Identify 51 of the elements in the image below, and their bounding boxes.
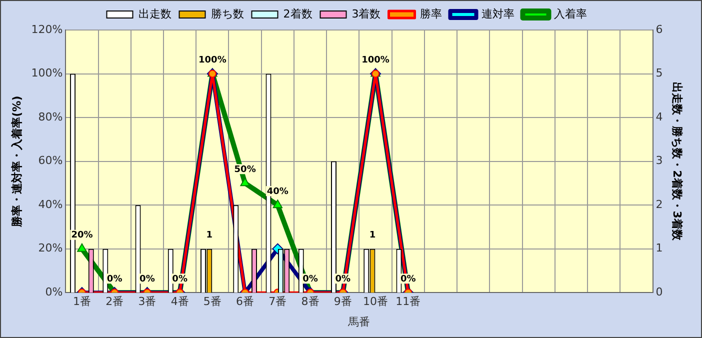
x-tick-label: 8番 [301,295,320,308]
point [77,243,87,252]
y2-tick-label: 3 [656,154,663,168]
y-tick-label: 20% [38,242,63,255]
legend-label: 出走数 [138,7,172,20]
y2-tick-label: 0 [656,285,663,298]
legend-label: 勝ち数 [210,7,244,20]
x-tick-label: 9番 [334,295,352,308]
y-tick-label: 60% [38,154,63,168]
legend-label: 3着数 [352,7,381,20]
data-label: 0% [140,274,155,284]
point [272,200,283,208]
x-tick-label: 5番 [203,295,222,308]
y2-tick-label: 5 [656,66,663,80]
data-label: 100% [362,56,390,66]
data-label: 0% [400,274,416,284]
x-tick-label: 4番 [170,295,189,308]
data-label: 50% [234,165,256,176]
data-label: 0% [335,274,351,284]
y-tick-label: 0% [45,285,63,298]
legend-label: 入着率 [554,7,588,20]
y2-tick-label: 4 [656,110,663,124]
y-axis-title: 勝率・連対率・入着率(%) [10,96,24,228]
data-label: 100% [198,56,226,66]
x-tick-label: 2番 [106,295,124,308]
x-tick-label: 3番 [138,295,156,308]
x-tick-label: 10番 [363,295,388,308]
x-tick-label: 11番 [396,295,421,308]
x-tick-label: 1番 [72,295,91,308]
y2-tick-label: 2 [656,198,663,211]
legend-label: 勝率 [420,7,442,20]
legend-label: 連対率 [482,7,515,20]
y2-tick-label: 6 [656,22,663,36]
data-label: 0% [106,274,122,284]
y-tick-label: 40% [38,198,63,211]
legend-label: 2着数 [283,7,312,20]
data-label: 40% [266,186,288,197]
y-tick-label: 100% [31,66,63,80]
data-label: 1 [206,230,213,241]
y2-tick-label: 1 [656,242,663,255]
y2-axis-title: 出走数・勝ち数・2着数・3着数 [670,82,684,242]
y-tick-label: 80% [38,110,63,124]
data-label: 20% [71,230,93,241]
data-label: 0% [302,274,318,284]
y-tick-label: 120% [31,22,63,36]
point [240,178,250,186]
data-label: 1 [369,230,376,241]
x-tick-label: 7番 [268,295,287,308]
x-tick-label: 6番 [236,295,254,308]
x-axis-title: 馬番 [347,315,370,328]
data-label: 0% [172,274,188,284]
